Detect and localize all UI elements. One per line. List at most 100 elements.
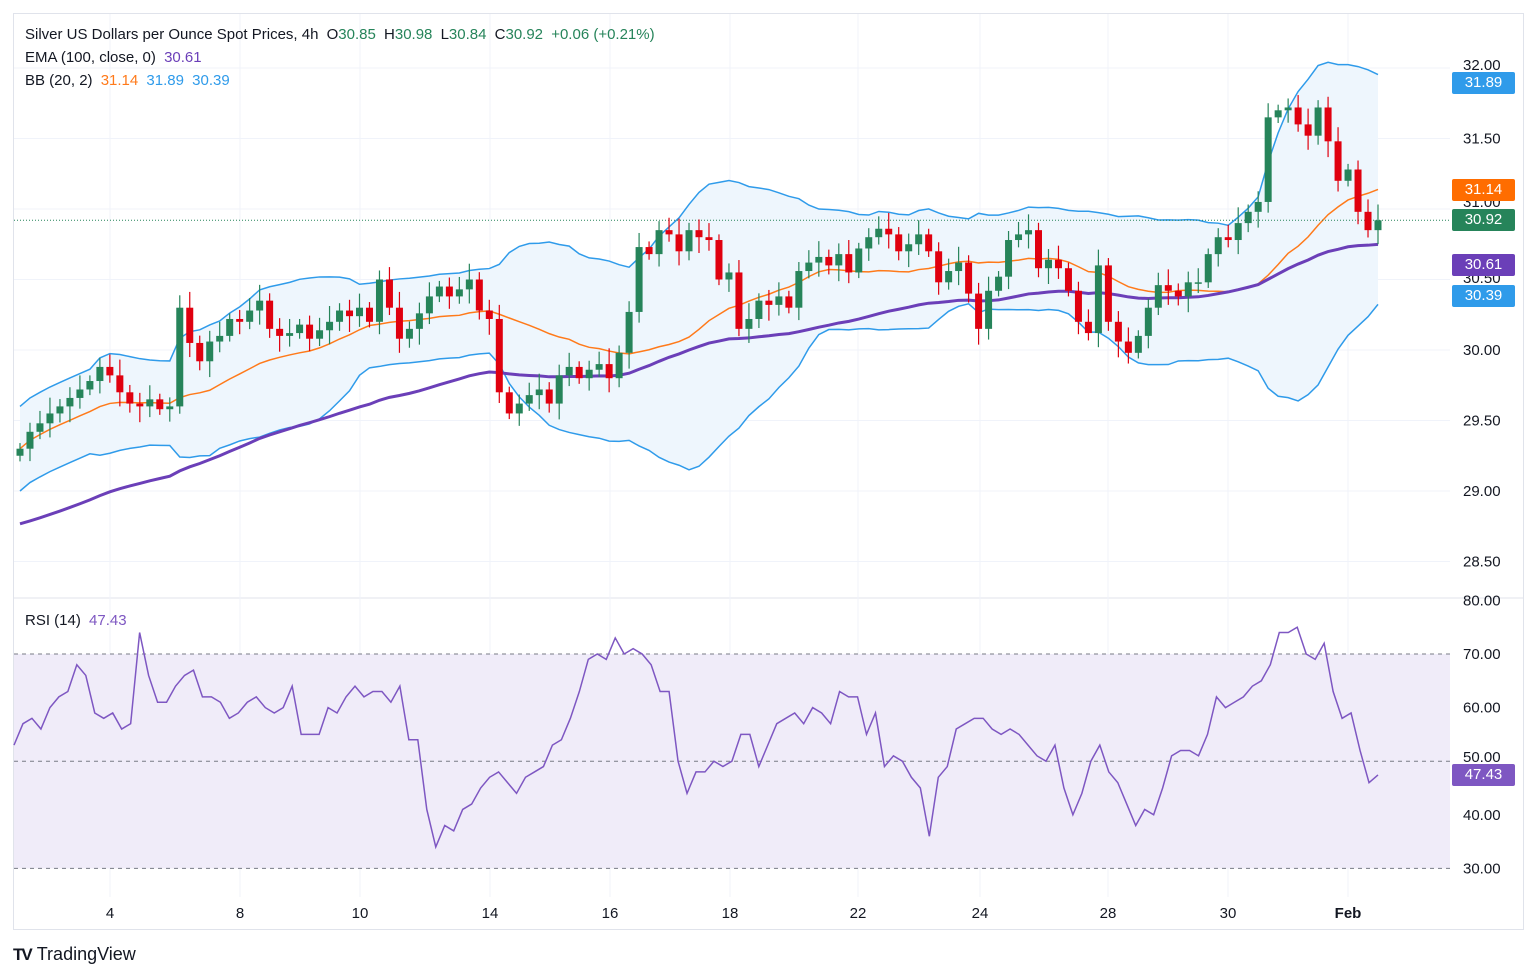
rsi-value: 47.43 [89,612,127,629]
candle [555,364,563,420]
rsi-legend[interactable]: RSI (14) 47.43 [25,612,131,629]
open-label: O [326,26,339,43]
candle [196,335,204,371]
candle [1374,204,1382,245]
candle-body [385,279,393,308]
rsi-tick-label: 40.00 [1463,807,1501,824]
candle [495,304,503,404]
candle [1304,108,1312,150]
ema-label: EMA (100, close, 0) [25,49,156,66]
candle-body [635,247,643,312]
candle [725,263,733,292]
candle [545,382,553,413]
candle-body [1214,237,1222,255]
candle-body [1005,240,1013,277]
candle-body [216,335,224,342]
candle-body [645,247,653,255]
candle-body [316,330,324,339]
candle-body [116,375,124,393]
candle-body [1184,282,1192,297]
candle-body [925,234,933,252]
candle-body [1274,110,1282,118]
candle-body [206,341,214,362]
candle-body [695,230,703,238]
bb-upper-line [19,61,1379,407]
candle-body [365,307,373,322]
candle-body [276,328,284,336]
candle-body [1084,321,1092,334]
candle-body [845,254,853,273]
candle [365,302,373,328]
candle-body [146,399,154,407]
candle [126,384,134,413]
candle-body [66,397,74,407]
candle [645,241,653,260]
candle-body [995,276,1003,291]
candle [735,260,743,337]
candle [425,282,433,325]
candle [875,216,883,245]
candle [1314,100,1322,145]
candle-body [1194,282,1202,284]
candle-body [755,300,763,319]
bb-legend[interactable]: BB (20, 2) 31.14 31.89 30.39 [25,72,234,89]
candle [525,382,533,411]
candle-body [1324,107,1332,142]
candle-body [196,342,204,362]
tradingview-logo-text: TradingView [36,944,136,964]
candle [66,387,74,423]
candle-body [375,279,383,322]
candle-body [605,364,613,379]
candle-body [1144,307,1152,336]
candle-body [1354,169,1362,212]
candle [26,422,34,462]
candle-body [445,286,453,297]
candle-body [1054,259,1062,269]
candle-body [166,406,174,410]
candle [675,218,683,266]
time-tick-label: 18 [722,905,739,922]
price-tick-label: 30.00 [1463,342,1501,359]
candle-body [875,228,883,238]
candle [106,354,114,383]
candle-body [815,256,823,263]
candle-body [1304,124,1312,136]
candle [176,295,184,414]
candle [635,232,643,323]
candle [276,318,284,352]
candle [156,393,164,415]
price-tick-label: 29.00 [1463,483,1501,500]
candle [206,330,214,378]
candle [405,321,413,348]
candle [186,291,194,358]
candle [475,272,483,320]
candle-body [595,364,603,370]
candle-body [1124,341,1132,353]
tradingview-logo[interactable]: TV TradingView [13,944,136,965]
ema-legend[interactable]: EMA (100, close, 0) 30.61 [25,49,206,66]
candle [246,298,254,330]
candle-body [735,272,743,329]
candle [1264,103,1272,213]
candle [455,276,463,304]
candle [226,313,234,342]
candle-body [415,313,423,329]
candle [146,385,154,418]
candle-body [296,324,304,334]
candle [1084,309,1092,341]
candle [1035,222,1042,278]
time-tick-label: 14 [482,905,499,922]
chart-frame [13,13,1524,930]
high-value: 30.98 [394,26,433,43]
candle [236,309,244,335]
candle-body [1314,107,1322,136]
candle [695,219,703,253]
candle [785,290,793,314]
candle-body [965,262,973,294]
candle [605,348,613,393]
candle [1164,269,1172,305]
candle-body [96,366,104,382]
candle-body [256,300,264,311]
candle-body [1374,220,1382,231]
